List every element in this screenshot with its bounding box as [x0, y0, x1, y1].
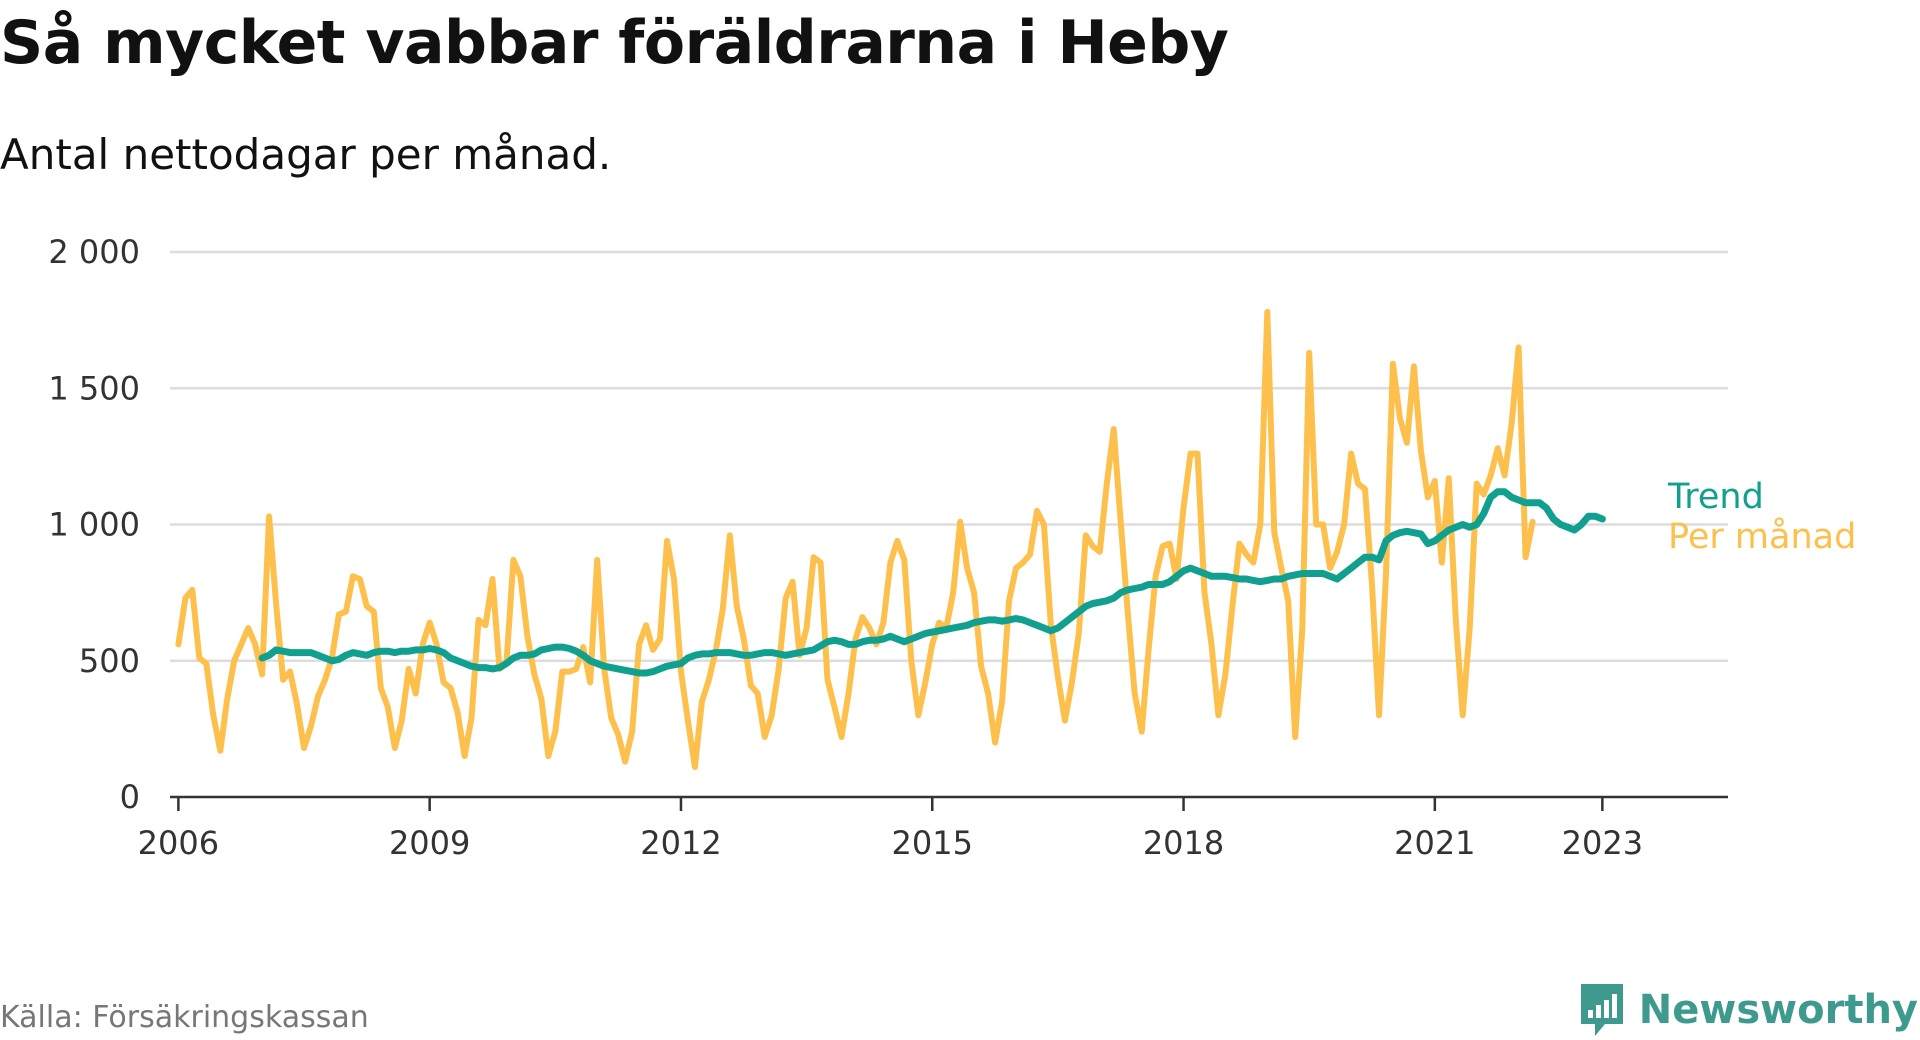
y-tick-label: 0	[120, 778, 140, 816]
series	[175, 308, 1606, 770]
x-tick-label: 2023	[1562, 824, 1643, 862]
source-note: Källa: Försäkringskassan	[0, 1000, 369, 1035]
x-tick-label: 2015	[892, 824, 973, 862]
x-tick-label: 2021	[1394, 824, 1475, 862]
chart-subtitle: Antal nettodagar per månad.	[0, 130, 612, 179]
axes: 0 500 1 000 1 500 2 000 2006 2009 2012 2015 2018 2…	[48, 233, 1728, 862]
y-tick-label: 1 000	[48, 506, 140, 544]
brand-name: Newsworthy	[1638, 987, 1918, 1033]
x-tick-label: 2009	[389, 824, 470, 862]
y-tick-label: 500	[79, 642, 140, 680]
series-label-trend: Trend	[1667, 477, 1764, 517]
y-tick-label: 2 000	[48, 233, 140, 271]
x-tick-label: 2012	[640, 824, 721, 862]
x-tick-label: 2006	[138, 824, 219, 862]
series-label-per-manad: Per månad	[1668, 516, 1856, 557]
brand-logo[interactable]: Newsworthy	[1577, 980, 1918, 1040]
x-tick-label: 2018	[1143, 824, 1224, 862]
chart-title: Så mycket vabbar föräldrarna i Heby	[0, 8, 1229, 78]
series-line-trend	[258, 488, 1606, 677]
newsworthy-logo-icon	[1580, 984, 1623, 1036]
y-tick-label: 1 500	[48, 369, 140, 407]
series-line-per-manad	[175, 308, 1536, 770]
